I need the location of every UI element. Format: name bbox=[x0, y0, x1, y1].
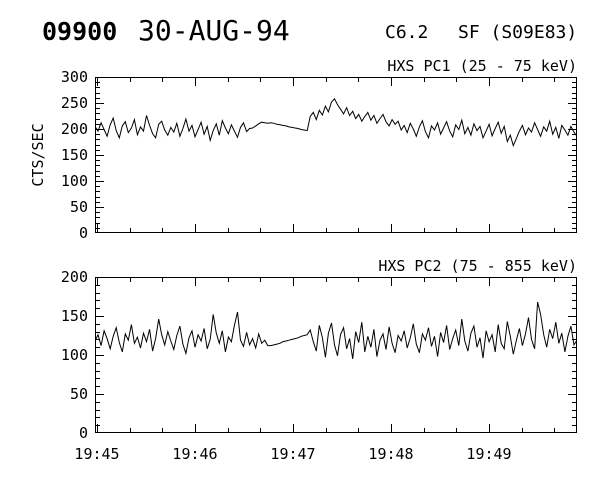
event-id: 09900 bbox=[42, 17, 118, 46]
plot1-trace bbox=[95, 97, 577, 148]
goes-class: C6.2 bbox=[385, 22, 429, 43]
observation-date: 30-AUG-94 bbox=[138, 14, 290, 47]
plot2-trace bbox=[95, 301, 577, 359]
flare-type-location: SF (S09E83) bbox=[458, 22, 578, 43]
plot1-ytick-label: 300 bbox=[60, 68, 88, 86]
plot2-ytick-label: 150 bbox=[60, 307, 88, 325]
plot1-ytick-label: 250 bbox=[60, 94, 88, 112]
plot1-ytick-label: 50 bbox=[69, 198, 88, 216]
plot2-canvas bbox=[95, 277, 577, 433]
plot2-ytick-label: 50 bbox=[69, 385, 88, 403]
plot2-ytick-label: 200 bbox=[60, 268, 88, 286]
plot2-ytick-label: 100 bbox=[60, 346, 88, 364]
plot1-ytick-label: 200 bbox=[60, 120, 88, 138]
plot1-canvas bbox=[95, 77, 577, 233]
time-tick-label: 19:46 bbox=[172, 445, 218, 463]
time-tick-label: 19:45 bbox=[74, 445, 120, 463]
time-tick-label: 19:47 bbox=[270, 445, 316, 463]
time-tick-label: 19:48 bbox=[368, 445, 414, 463]
plot2-ytick-label: 0 bbox=[78, 424, 88, 442]
time-tick-label: 19:49 bbox=[466, 445, 512, 463]
plot1-ytick-label: 0 bbox=[78, 224, 88, 242]
plot2-title: HXS PC2 (75 - 855 keV) bbox=[378, 257, 577, 275]
plot1-frame bbox=[95, 77, 577, 233]
plot2-frame bbox=[95, 277, 577, 433]
plot1-title: HXS PC1 (25 - 75 keV) bbox=[387, 57, 577, 75]
plot1-ytick-label: 100 bbox=[60, 172, 88, 190]
plot1-ytick-label: 150 bbox=[60, 146, 88, 164]
